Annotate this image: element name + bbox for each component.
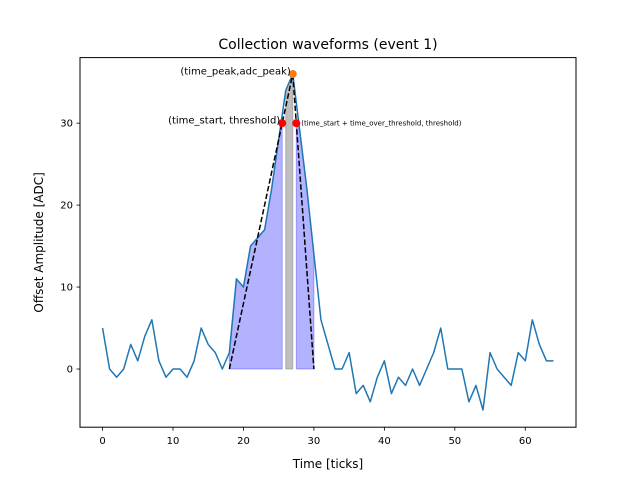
x-tick-label: 60	[519, 436, 532, 447]
axes-frame	[79, 57, 577, 428]
annotation-2: (time_start, threshold)	[168, 116, 280, 127]
marker-point-1	[288, 69, 297, 78]
annotation-3: (time_start + time_over_threshold, thres…	[301, 120, 461, 128]
y-axis: 0 10 20 30	[60, 119, 80, 376]
x-axis: 0 10 20 30 40 50 60	[99, 427, 532, 447]
fit-line-1	[228, 73, 294, 370]
y-tick-label: 10	[60, 283, 73, 294]
x-tick-label: 40	[378, 436, 391, 447]
x-axis-label: Time [ticks]	[292, 457, 363, 471]
waveform-line	[101, 73, 554, 411]
y-tick-label: 20	[60, 201, 73, 212]
annotation-1: (time_peak,adc_peak)	[180, 66, 290, 77]
x-tick-label: 50	[448, 436, 461, 447]
x-tick-label: 10	[167, 436, 180, 447]
shaded-region-3	[295, 122, 315, 370]
chart-title: Collection waveforms (event 1)	[218, 37, 437, 53]
shaded-region-2	[285, 73, 294, 370]
marker-point-3	[292, 119, 301, 128]
y-axis-label: Offset Amplitude [ADC]	[32, 172, 46, 312]
y-tick-label: 0	[67, 365, 73, 376]
x-tick-label: 0	[99, 436, 105, 447]
marker-point-2	[278, 119, 287, 128]
y-tick-label: 30	[60, 119, 73, 130]
x-tick-label: 20	[237, 436, 250, 447]
x-tick-label: 30	[308, 436, 321, 447]
